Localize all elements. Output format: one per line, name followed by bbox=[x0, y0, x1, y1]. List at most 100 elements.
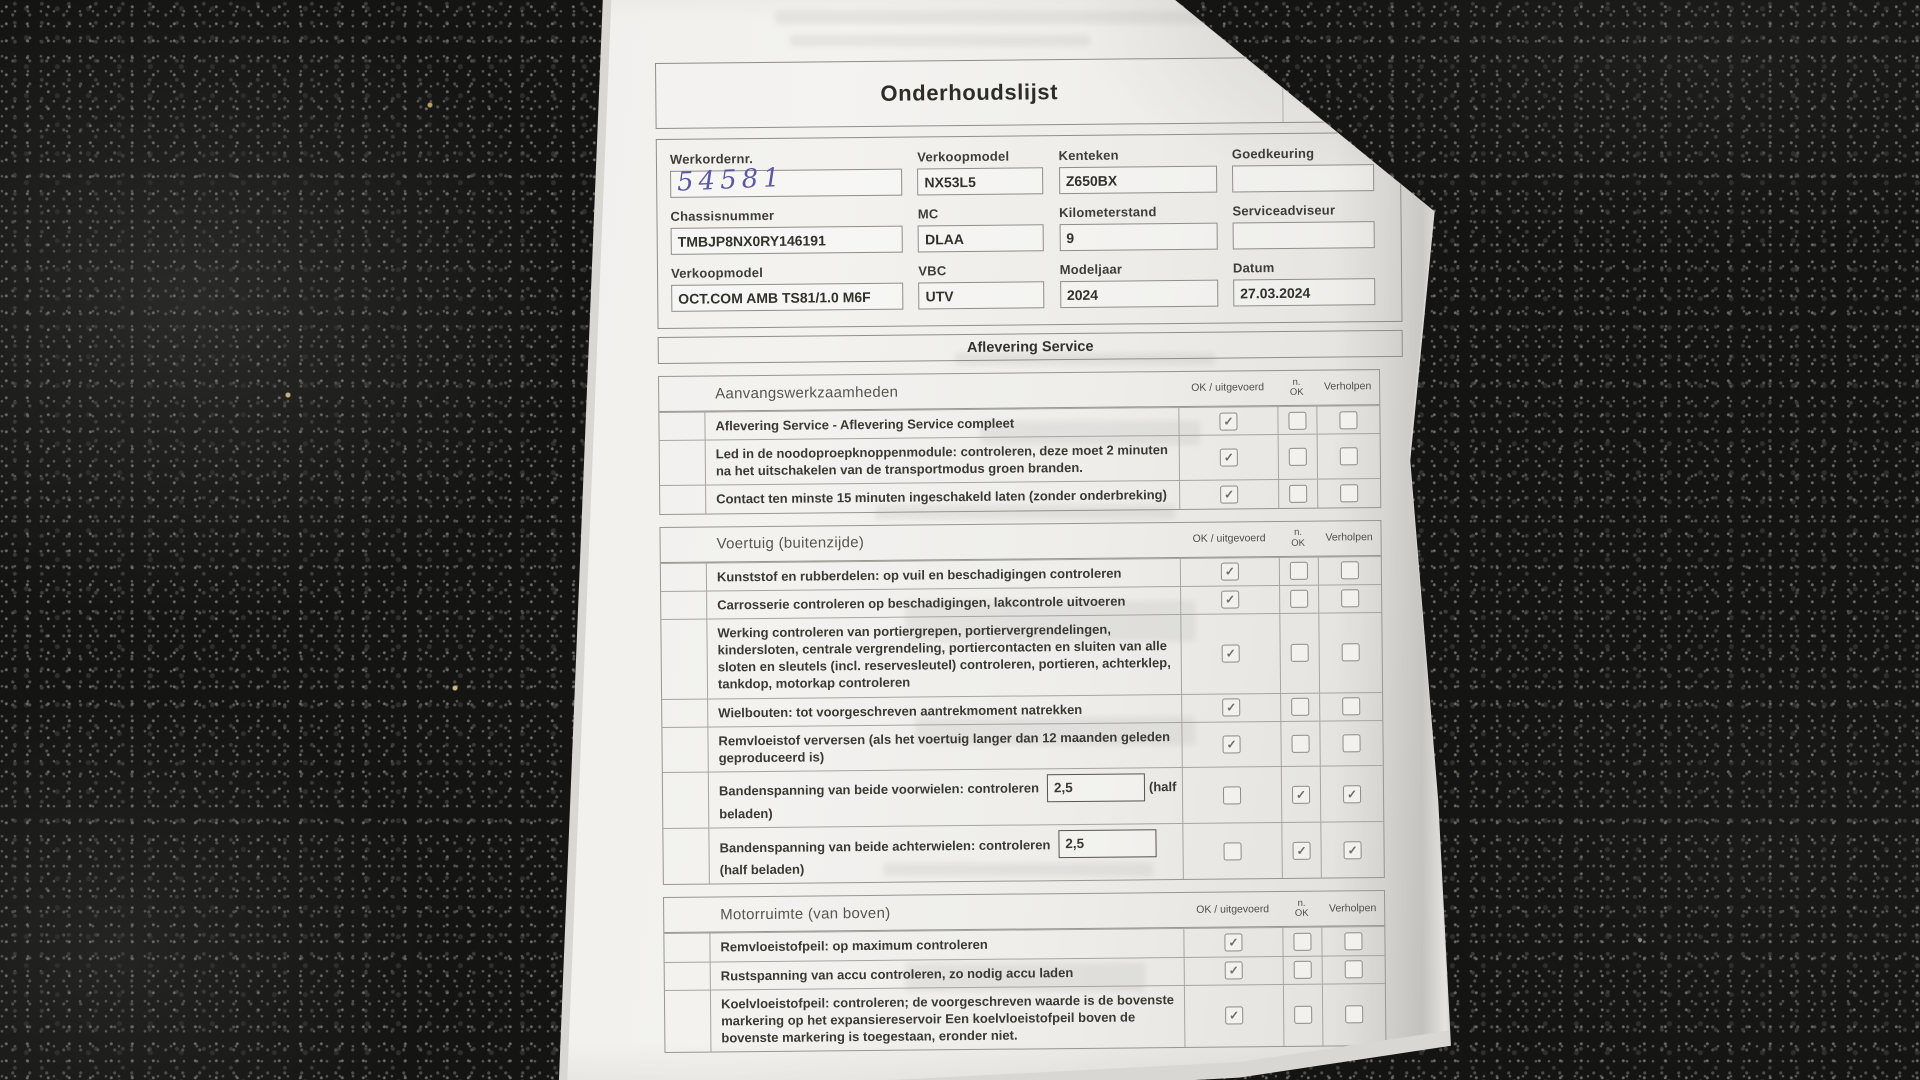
checkbox-verholpen bbox=[1339, 410, 1358, 430]
form-field-vbc: VBC UTV bbox=[918, 262, 1045, 310]
field-value-box: OCT.COM AMB TS81/1.0 M6F bbox=[671, 282, 904, 312]
checkbox-nok bbox=[1290, 590, 1309, 609]
checkbox-ok bbox=[1222, 786, 1242, 805]
table-row-bandenspanning-achterwielen: Bandenspanning van beide achterwielen: c… bbox=[663, 821, 1384, 885]
checkbox-nok bbox=[1289, 561, 1308, 581]
checkbox-nok bbox=[1294, 1006, 1313, 1025]
row-text: Wielbouten: tot voorgeschreven aantrekmo… bbox=[718, 701, 1083, 720]
table-row: Remvloeistof verversen (als het voertuig… bbox=[662, 719, 1383, 772]
checkbox-verholpen bbox=[1341, 589, 1360, 608]
row-text: Koelvloeistofpeil: controleren; de voorg… bbox=[720, 991, 1175, 1046]
column-header-ok: OK / uitgevoerd bbox=[1192, 532, 1266, 545]
checkbox-nok bbox=[1288, 411, 1307, 430]
table-row-bandenspanning-voorwielen: Bandenspanning van beide voorwielen: con… bbox=[662, 765, 1384, 829]
field-label: Modeljaar bbox=[1059, 261, 1123, 278]
handwritten-value: 54581 bbox=[676, 162, 786, 198]
section-bar-aflevering-service: Aflevering Service bbox=[657, 329, 1403, 364]
checkbox-ok: ✓ bbox=[1220, 485, 1239, 504]
column-header-ok: OK / uitgevoerd bbox=[1196, 902, 1270, 916]
row-text: Werking controleren van portiergrepen, p… bbox=[717, 621, 1171, 692]
field-value-box: 9 bbox=[1059, 222, 1218, 252]
checkbox-ok: ✓ bbox=[1222, 698, 1241, 717]
skoda-logo: ŠKODA bbox=[1281, 56, 1400, 122]
field-label: Verkoopmodel bbox=[917, 148, 1010, 165]
checkbox-ok: ✓ bbox=[1222, 735, 1241, 754]
checkbox-nok bbox=[1290, 644, 1309, 663]
form-field-mc: MC DLAA bbox=[917, 205, 1045, 253]
field-label: Serviceadviseur bbox=[1232, 202, 1336, 219]
checkbox-verholpen bbox=[1344, 932, 1363, 951]
checkbox-verholpen bbox=[1342, 734, 1361, 753]
checkbox-verholpen bbox=[1344, 960, 1363, 979]
checkbox-nok bbox=[1291, 697, 1310, 717]
document-sheet: Onderhoudslijst ŠKODA Werkordernr. 54581… bbox=[565, 0, 1450, 1080]
document-content: Onderhoudslijst ŠKODA Werkordernr. 54581… bbox=[655, 55, 1410, 1080]
checkbox-verholpen bbox=[1340, 484, 1359, 503]
checkbox-nok bbox=[1288, 448, 1307, 467]
checkbox-verholpen bbox=[1339, 447, 1358, 466]
table-row: Koelvloeistofpeil: controleren; de voorg… bbox=[664, 982, 1386, 1053]
checkbox-nok bbox=[1289, 484, 1308, 503]
table-motorruimte: Motorruimte (van boven) OK / uitgevoerd … bbox=[663, 890, 1387, 1054]
field-label: VBC bbox=[918, 263, 947, 279]
skoda-logo-icon bbox=[1326, 68, 1357, 99]
checkbox-ok: ✓ bbox=[1225, 1006, 1244, 1025]
checkbox-ok bbox=[1223, 842, 1242, 861]
checkbox-ok: ✓ bbox=[1224, 933, 1243, 952]
tire-pressure-value: 2,5 bbox=[1046, 773, 1146, 803]
field-value-box: TMBJP8NX0RY146191 bbox=[670, 225, 903, 255]
form-field-goedkeuring: Goedkeuring bbox=[1231, 145, 1375, 193]
checkbox-nok bbox=[1291, 734, 1310, 753]
row-text: Remvloeistofpeil: op maximum controleren bbox=[720, 937, 988, 955]
row-text: Led in de noodoproepknoppenmodule: contr… bbox=[715, 442, 1168, 479]
field-label: Werkordernr. bbox=[669, 151, 754, 167]
field-value-box: UTV bbox=[918, 281, 1045, 310]
checkbox-ok: ✓ bbox=[1219, 448, 1238, 467]
vehicle-info-form: Werkordernr. 54581 Verkoopmodel NX53L5 K… bbox=[655, 131, 1403, 329]
checkbox-ok: ✓ bbox=[1224, 961, 1243, 980]
column-header-nok: n. OK bbox=[1289, 376, 1304, 398]
form-field-werkordernr: Werkordernr. 54581 bbox=[669, 150, 903, 198]
field-label: Kenteken bbox=[1058, 147, 1119, 164]
field-label: Chassisnummer bbox=[670, 207, 775, 224]
tire-pressure-value: 2,5 bbox=[1058, 829, 1157, 859]
form-field-verkoopmodel-code: Verkoopmodel NX53L5 bbox=[917, 148, 1044, 196]
table-title: Aanvangswerkzaamheden bbox=[715, 383, 899, 402]
form-field-serviceadviseur: Serviceadviseur bbox=[1232, 202, 1375, 250]
checkbox-verholpen: ✓ bbox=[1343, 841, 1362, 860]
row-text-suffix: (half bbox=[1148, 779, 1177, 795]
field-value-box: DLAA bbox=[917, 224, 1045, 253]
field-label: Goedkeuring bbox=[1231, 145, 1315, 162]
form-field-kilometerstand: Kilometerstand 9 bbox=[1059, 204, 1218, 252]
field-label: Datum bbox=[1232, 260, 1275, 276]
checkbox-ok: ✓ bbox=[1221, 590, 1240, 609]
row-text: Carrosserie controleren op beschadiginge… bbox=[717, 593, 1126, 613]
column-header-verholpen: Verholpen bbox=[1323, 380, 1372, 393]
checkbox-nok bbox=[1293, 932, 1312, 951]
checkbox-verholpen bbox=[1340, 561, 1359, 580]
row-text: Rustspanning van accu controleren, zo no… bbox=[720, 964, 1074, 983]
column-header-ok: OK / uitgevoerd bbox=[1191, 381, 1265, 395]
checkbox-verholpen bbox=[1342, 697, 1361, 716]
field-value-box: 54581 bbox=[670, 162, 903, 198]
field-label: Verkoopmodel bbox=[670, 264, 764, 281]
form-field-modeljaar: Modeljaar 2024 bbox=[1059, 261, 1219, 309]
field-value-box: Z650BX bbox=[1058, 165, 1217, 195]
form-field-chassisnummer: Chassisnummer TMBJP8NX0RY146191 bbox=[670, 207, 903, 255]
field-value-box bbox=[1231, 164, 1375, 193]
field-label: Kilometerstand bbox=[1059, 204, 1157, 221]
table-aanvangswerkzaamheden: Aanvangswerkzaamheden OK / uitgevoerd n.… bbox=[658, 369, 1382, 515]
form-field-kenteken: Kenteken Z650BX bbox=[1058, 147, 1217, 195]
checkbox-nok: ✓ bbox=[1292, 841, 1311, 860]
row-text: Kunststof en rubberdelen: op vuil en bes… bbox=[716, 565, 1122, 585]
field-value-box: NX53L5 bbox=[917, 167, 1044, 196]
field-value-box: 27.03.2024 bbox=[1233, 278, 1376, 307]
page-title: Onderhoudslijst bbox=[880, 79, 1059, 106]
checkbox-ok: ✓ bbox=[1221, 644, 1240, 663]
table-row: Werking controleren van portiergrepen, p… bbox=[661, 611, 1383, 699]
row-text: Aflevering Service - Aflevering Service … bbox=[715, 415, 1015, 434]
table-row: Led in de noodoproepknoppenmodule: contr… bbox=[659, 433, 1381, 486]
row-text-suffix: (half beladen) bbox=[719, 861, 805, 878]
column-header-nok: n. OK bbox=[1291, 526, 1306, 549]
